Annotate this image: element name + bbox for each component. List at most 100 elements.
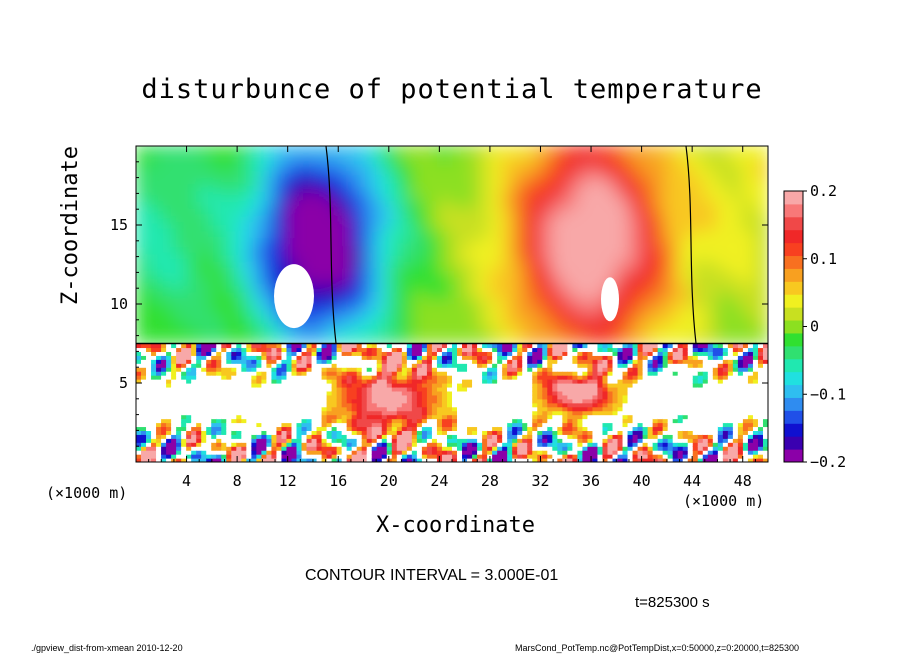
field-cell <box>425 274 441 284</box>
field-cell <box>653 220 668 231</box>
field-cell <box>351 386 358 392</box>
field-cell <box>346 418 353 424</box>
field-cell <box>687 422 694 428</box>
field-cell <box>311 430 318 435</box>
field-cell <box>582 386 589 392</box>
field-cell <box>547 394 553 400</box>
field-cell <box>324 312 340 322</box>
field-cell <box>507 371 513 376</box>
field-cell <box>462 442 468 447</box>
field-cell <box>296 355 303 360</box>
field-cell <box>577 410 584 416</box>
field-cell <box>206 450 212 455</box>
field-cell <box>476 334 491 345</box>
field-cell <box>331 390 338 396</box>
field-cell <box>286 220 302 231</box>
field-cell <box>653 319 668 330</box>
field-cell <box>622 351 629 356</box>
field-cell <box>221 363 227 368</box>
field-cell <box>337 296 352 307</box>
field-cell <box>141 359 147 364</box>
field-cell <box>311 458 318 462</box>
field-cell <box>587 351 594 356</box>
field-cell <box>216 355 222 360</box>
field-cell <box>542 442 548 447</box>
field-cell <box>522 351 528 356</box>
field-cell <box>692 343 699 349</box>
field-cell <box>316 410 323 416</box>
field-cell <box>185 198 201 208</box>
field-cell <box>562 371 568 376</box>
field-cell <box>502 446 508 451</box>
field-cell <box>356 398 363 404</box>
field-cell <box>387 243 403 254</box>
field-cell <box>251 426 257 431</box>
field-cell <box>577 394 584 400</box>
field-cell <box>617 410 624 416</box>
field-cell <box>248 327 264 337</box>
field-cell <box>411 434 418 439</box>
field-cell <box>712 347 719 352</box>
field-cell <box>266 434 273 439</box>
field-cell <box>677 402 684 408</box>
field-cell <box>196 351 202 356</box>
field-cell <box>256 383 262 388</box>
field-cell <box>687 351 694 356</box>
field-cell <box>286 446 293 451</box>
field-cell <box>532 430 538 435</box>
field-cell <box>476 182 491 193</box>
field-cell <box>316 446 323 451</box>
field-cell <box>381 442 388 447</box>
field-cell <box>677 422 684 428</box>
field-cell <box>647 390 654 396</box>
field-cell <box>547 442 553 447</box>
field-cell <box>286 205 302 216</box>
field-cell <box>640 281 656 292</box>
field-cell <box>406 359 413 364</box>
field-cell <box>141 430 147 435</box>
field-cell <box>401 363 408 368</box>
field-cell <box>532 398 538 404</box>
field-cell <box>311 190 327 201</box>
field-cell <box>296 351 303 356</box>
field-cell <box>587 458 594 462</box>
field-cell <box>172 190 188 201</box>
field-cell <box>662 379 669 384</box>
field-cell <box>160 251 175 261</box>
field-cell <box>426 434 433 439</box>
field-cell <box>732 446 739 451</box>
field-cell <box>196 371 202 376</box>
field-cell <box>351 375 358 380</box>
field-cell <box>552 198 567 208</box>
field-cell <box>452 414 458 420</box>
field-cell <box>172 236 188 246</box>
field-cell <box>196 379 202 384</box>
field-cell <box>557 458 563 462</box>
field-cell <box>326 458 333 462</box>
field-cell <box>251 422 257 428</box>
field-cell <box>248 274 264 284</box>
field-cell <box>497 383 503 388</box>
field-cell <box>607 438 614 443</box>
field-cell <box>703 334 719 345</box>
field-cell <box>527 398 533 404</box>
field-cell <box>687 446 694 451</box>
field-cell <box>156 386 162 392</box>
field-cell <box>381 422 388 428</box>
field-cell <box>176 442 182 447</box>
field-cell <box>201 347 207 352</box>
field-cell <box>722 458 729 462</box>
field-cell <box>366 379 373 384</box>
field-cell <box>502 398 508 404</box>
field-cell <box>612 434 619 439</box>
field-cell <box>251 375 257 380</box>
field-cell <box>482 418 488 424</box>
field-cell <box>291 418 298 424</box>
field-cell <box>281 438 288 443</box>
field-cell <box>452 410 458 416</box>
field-cell <box>627 355 634 360</box>
field-cell <box>176 458 182 462</box>
field-cell <box>226 351 232 356</box>
field-cell <box>607 351 614 356</box>
field-cell <box>462 394 468 400</box>
